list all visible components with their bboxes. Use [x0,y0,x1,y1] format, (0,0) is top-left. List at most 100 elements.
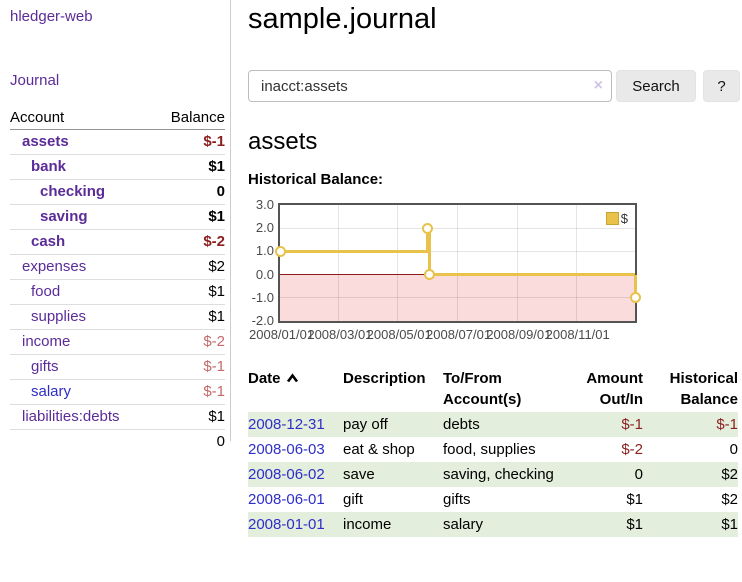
page-title: sample.journal [248,3,437,35]
x-axis-tick-label: 2008/09/01 [486,327,552,342]
account-link-bank[interactable]: bank [31,158,67,175]
y-axis-tick-label: -1.0 [251,289,274,305]
account-heading: assets [248,128,318,155]
transaction-accounts: food, supplies [443,441,536,458]
negative-region-fill [280,274,635,321]
series-segment [280,249,428,253]
search-input[interactable] [248,70,612,102]
transaction-accounts: saving, checking [443,466,554,483]
account-balance: $-1 [153,379,225,405]
transaction-date-link[interactable]: 2008-01-01 [248,516,325,533]
account-row: gifts $-1 [10,354,225,380]
transaction-row: 2008-06-01 gift gifts $1 $2 [248,487,738,512]
y-axis-tick-label: -2.0 [251,313,274,328]
account-row: liabilities:debts $1 [10,404,225,430]
account-row: cash $-2 [10,229,225,255]
help-button[interactable]: ? [703,70,740,102]
register-header-row: Date Description To/From Account(s) Amou… [248,366,738,412]
balance-column-header: Historical Balance [669,370,738,408]
series-segment [429,273,635,277]
account-balance: $1 [153,404,225,430]
account-link-cash[interactable]: cash [31,233,66,250]
account-balance: $1 [153,154,225,180]
v-gridline [516,205,518,321]
search-form: × Search ? [248,70,742,102]
transaction-accounts: salary [443,516,484,533]
account-row: saving $1 [10,204,225,230]
clear-search-icon[interactable]: × [593,77,603,94]
transaction-description: income [343,516,392,533]
account-balance: $-2 [153,229,225,255]
transaction-amount: $-2 [621,441,643,458]
v-gridline [576,205,578,321]
account-link-expenses[interactable]: expenses [22,258,87,275]
transaction-row: 2008-01-01 income salary $1 $1 [248,512,738,537]
account-link-income[interactable]: income [22,333,71,350]
account-link-food[interactable]: food [31,283,61,300]
account-link-liabilities-debts[interactable]: liabilities:debts [22,408,120,425]
transaction-description: eat & shop [343,441,415,458]
transaction-date-link[interactable]: 2008-06-03 [248,441,325,458]
account-link-salary[interactable]: salary [31,383,72,400]
transaction-description: pay off [343,416,388,433]
account-balance: $1 [153,204,225,230]
account-link-checking[interactable]: checking [40,183,106,200]
account-row: bank $1 [10,154,225,180]
app-brand-link[interactable]: hledger-web [10,8,93,25]
data-point-marker [274,245,286,257]
transaction-date-link[interactable]: 2008-12-31 [248,416,325,433]
account-balance: $-1 [153,354,225,380]
account-link-saving[interactable]: saving [40,208,88,225]
date-column-header[interactable]: Date [248,366,343,412]
accounts-total-value: 0 [153,429,225,454]
account-link-assets[interactable]: assets [22,133,69,150]
chart-title: Historical Balance: [248,171,384,188]
legend-swatch-icon [605,212,619,225]
transaction-description: gift [343,491,364,508]
account-balance: 0 [153,179,225,205]
sort-ascending-icon [286,373,298,383]
account-row: salary $-1 [10,379,225,405]
y-axis-tick-label: 1.0 [255,243,274,259]
accounts-table: Account Balance assets $-1 bank $1 check… [10,106,225,454]
sidebar-item-journal[interactable]: Journal [10,72,60,89]
transaction-row: 2008-12-31 pay off debts $-1 $-1 [248,412,738,437]
search-button[interactable]: Search [616,70,696,102]
register-table: Date Description To/From Account(s) Amou… [248,366,738,537]
transaction-row: 2008-06-03 eat & shop food, supplies $-2… [248,437,738,462]
account-row: supplies $1 [10,304,225,330]
y-axis-tick-label: 2.0 [255,220,274,236]
transaction-balance: $2 [721,491,738,508]
transaction-amount: 0 [634,466,643,483]
account-balance: $-1 [153,129,225,155]
account-row: assets $-1 [10,129,225,155]
transaction-amount: $1 [626,491,643,508]
account-link-supplies[interactable]: supplies [31,308,87,325]
transaction-date-link[interactable]: 2008-06-01 [248,491,325,508]
sidebar: hledger-web Journal Account Balance asse… [0,0,231,454]
transaction-row: 2008-06-02 save saving, checking 0 $2 [248,462,738,487]
v-gridline [397,205,399,321]
series-segment [428,228,432,275]
h-gridline [280,250,635,252]
account-balance: $1 [153,304,225,330]
accounts-column-header: To/From Account(s) [443,370,522,408]
y-axis-tick-label: 3.0 [255,197,274,212]
x-axis-tick-label: 2008/03/01 [307,327,373,342]
accounts-total-row: 0 [10,429,225,454]
transaction-accounts: debts [443,416,480,433]
transaction-balance: $2 [721,466,738,483]
account-link-gifts[interactable]: gifts [31,358,59,375]
data-point-marker [424,269,436,281]
transaction-date-link[interactable]: 2008-06-02 [248,466,325,483]
account-column-header: Account [10,106,154,130]
series-segment [633,274,637,298]
x-axis-tick-label: 2008/05/01 [366,327,432,342]
transaction-description: save [343,466,375,483]
transaction-amount: $-1 [621,416,643,433]
balance-column-header: Balance [153,106,225,130]
account-row: food $1 [10,279,225,305]
transaction-amount: $1 [626,516,643,533]
series-segment [426,228,430,252]
accounts-table-header: Account Balance [10,106,225,130]
